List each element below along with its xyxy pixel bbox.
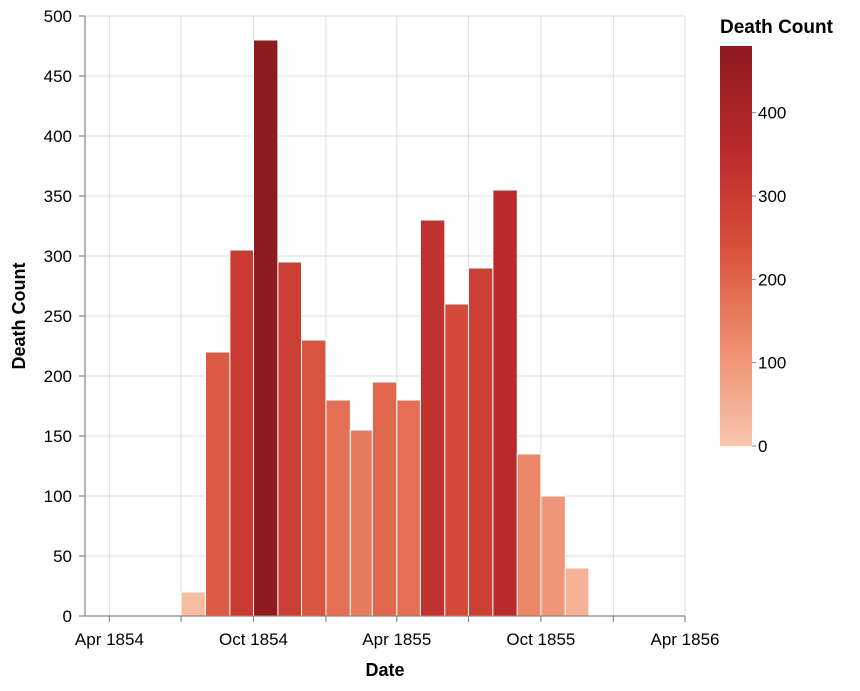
y-axis-title: Death Count xyxy=(9,263,29,370)
bar xyxy=(325,399,351,617)
bar xyxy=(492,189,518,617)
legend: Death Count 0 100 200 300 400 xyxy=(720,17,834,456)
y-tick-label: 150 xyxy=(44,427,72,446)
bar xyxy=(419,219,446,617)
y-tick-label: 0 xyxy=(63,607,72,626)
legend-title: Death Count xyxy=(720,17,834,38)
bars xyxy=(180,39,590,617)
y-tick-label: 500 xyxy=(44,7,72,26)
legend-tick-label: 0 xyxy=(758,437,767,456)
y-tick-label: 250 xyxy=(44,307,72,326)
y-tick-label: 100 xyxy=(44,487,72,506)
legend-tick-label: 400 xyxy=(758,104,786,123)
bar xyxy=(444,303,469,617)
y-tick-label: 300 xyxy=(44,247,72,266)
bar xyxy=(301,339,327,617)
bar xyxy=(204,351,231,617)
bar xyxy=(540,495,566,617)
y-tick-label: 400 xyxy=(44,127,72,146)
bar xyxy=(253,39,279,617)
x-tick-label: Oct 1855 xyxy=(506,630,575,649)
bar xyxy=(349,429,373,617)
legend-ticks: 0 100 200 300 400 xyxy=(752,104,786,456)
x-tick-label: Apr 1856 xyxy=(651,630,720,649)
y-tick-label: 50 xyxy=(53,547,72,566)
bar xyxy=(564,567,590,617)
x-tick-label: Apr 1854 xyxy=(75,630,144,649)
axes: 0 50 100 150 200 250 300 350 400 450 500 Apr 1854 Oc… xyxy=(44,7,720,649)
legend-tick-label: 300 xyxy=(758,187,786,206)
legend-tick-label: 100 xyxy=(758,354,786,373)
x-tick-label: Apr 1855 xyxy=(362,630,431,649)
bar xyxy=(467,267,494,617)
bar xyxy=(229,249,255,617)
y-tick-label: 350 xyxy=(44,187,72,206)
legend-color-ramp xyxy=(720,46,752,446)
y-tick-label: 200 xyxy=(44,367,72,386)
x-axis-title: Date xyxy=(365,660,404,680)
x-tick-label: Oct 1854 xyxy=(219,630,288,649)
bar xyxy=(396,399,421,617)
bar xyxy=(277,261,303,617)
legend-tick-label: 200 xyxy=(758,270,786,289)
bar xyxy=(371,381,398,617)
bar xyxy=(180,591,206,617)
y-tick-label: 450 xyxy=(44,67,72,86)
bar xyxy=(516,453,542,617)
